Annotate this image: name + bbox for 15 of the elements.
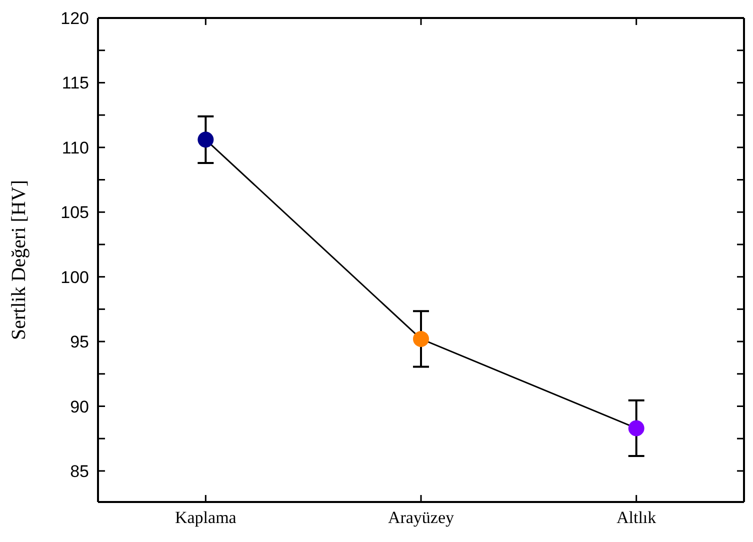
y-tick-label: 85 bbox=[70, 462, 89, 481]
point bbox=[628, 420, 644, 436]
y-tick-label: 95 bbox=[70, 332, 89, 352]
point bbox=[413, 330, 429, 347]
y-tick-label: 115 bbox=[62, 74, 89, 93]
y-tick-label: 100 bbox=[60, 268, 89, 287]
y-axis-title: Sertlik Değeri [HV] bbox=[8, 180, 30, 340]
x-tick-label: Kaplama bbox=[174, 508, 237, 528]
y-tick-label: 120 bbox=[60, 9, 89, 28]
x-tick-label: Arayüzey bbox=[388, 508, 455, 528]
y-tick-label: 105 bbox=[60, 203, 89, 222]
y-tick-label: 110 bbox=[62, 138, 89, 158]
point bbox=[198, 132, 214, 148]
x-tick-label: Altlık bbox=[616, 508, 657, 528]
y-tick-label: 90 bbox=[70, 397, 89, 416]
